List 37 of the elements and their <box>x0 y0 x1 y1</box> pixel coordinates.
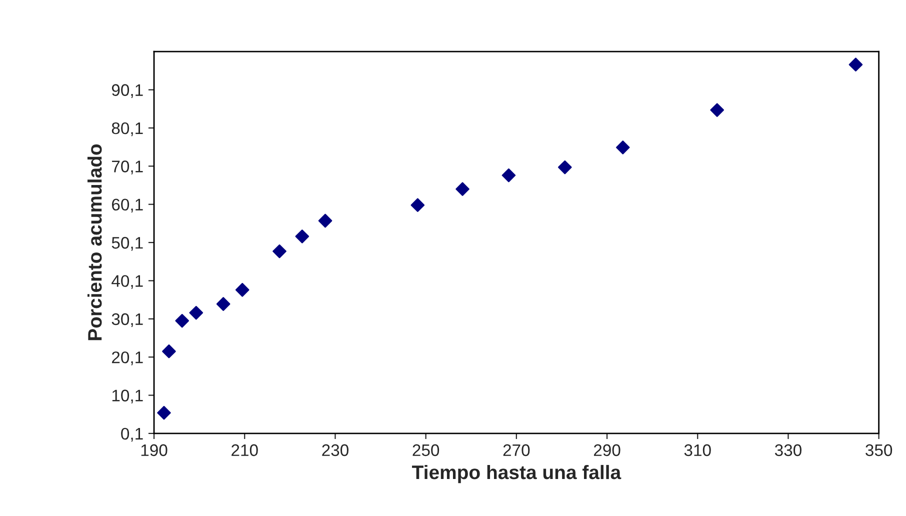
y-tick-label: 80,1 <box>112 122 143 136</box>
x-tick-label: 350 <box>866 444 892 456</box>
point <box>710 103 724 117</box>
y-tick-label: 10,1 <box>112 390 143 404</box>
point <box>272 244 286 258</box>
y-tick-label: 30,1 <box>112 313 143 328</box>
x-tick-label: 250 <box>412 444 440 456</box>
y-tick-label: 60,1 <box>112 198 143 213</box>
y-tick-label: 40,1 <box>112 275 143 289</box>
point <box>175 314 190 328</box>
x-tick-label: 270 <box>503 444 530 456</box>
point <box>848 58 863 72</box>
x-tick-label: 210 <box>232 444 258 456</box>
y-axis-title: Porciento acumulado <box>87 144 102 340</box>
x-axis-title: Tiempo hasta una falla <box>412 464 622 484</box>
x-tick-label: 230 <box>322 444 348 456</box>
point <box>558 160 572 174</box>
y-tick-label: 90,1 <box>112 84 143 98</box>
y-tick-label: 0,1 <box>121 428 143 442</box>
y-tick-label: 50,1 <box>112 236 143 251</box>
x-tick-label: 330 <box>774 444 802 456</box>
point <box>410 198 425 212</box>
x-tick-label: 310 <box>684 444 711 456</box>
point <box>456 182 470 196</box>
point <box>295 230 310 244</box>
x-tick-label: 190 <box>141 444 168 456</box>
point <box>157 406 171 420</box>
point <box>235 282 250 297</box>
point <box>162 344 176 358</box>
point <box>189 306 204 320</box>
point <box>616 140 630 154</box>
point <box>318 214 332 228</box>
y-tick-label: 20,1 <box>112 351 143 366</box>
y-tick-label: 70,1 <box>112 160 143 174</box>
point <box>502 168 516 182</box>
point <box>216 297 230 311</box>
x-tick-label: 290 <box>594 444 620 456</box>
